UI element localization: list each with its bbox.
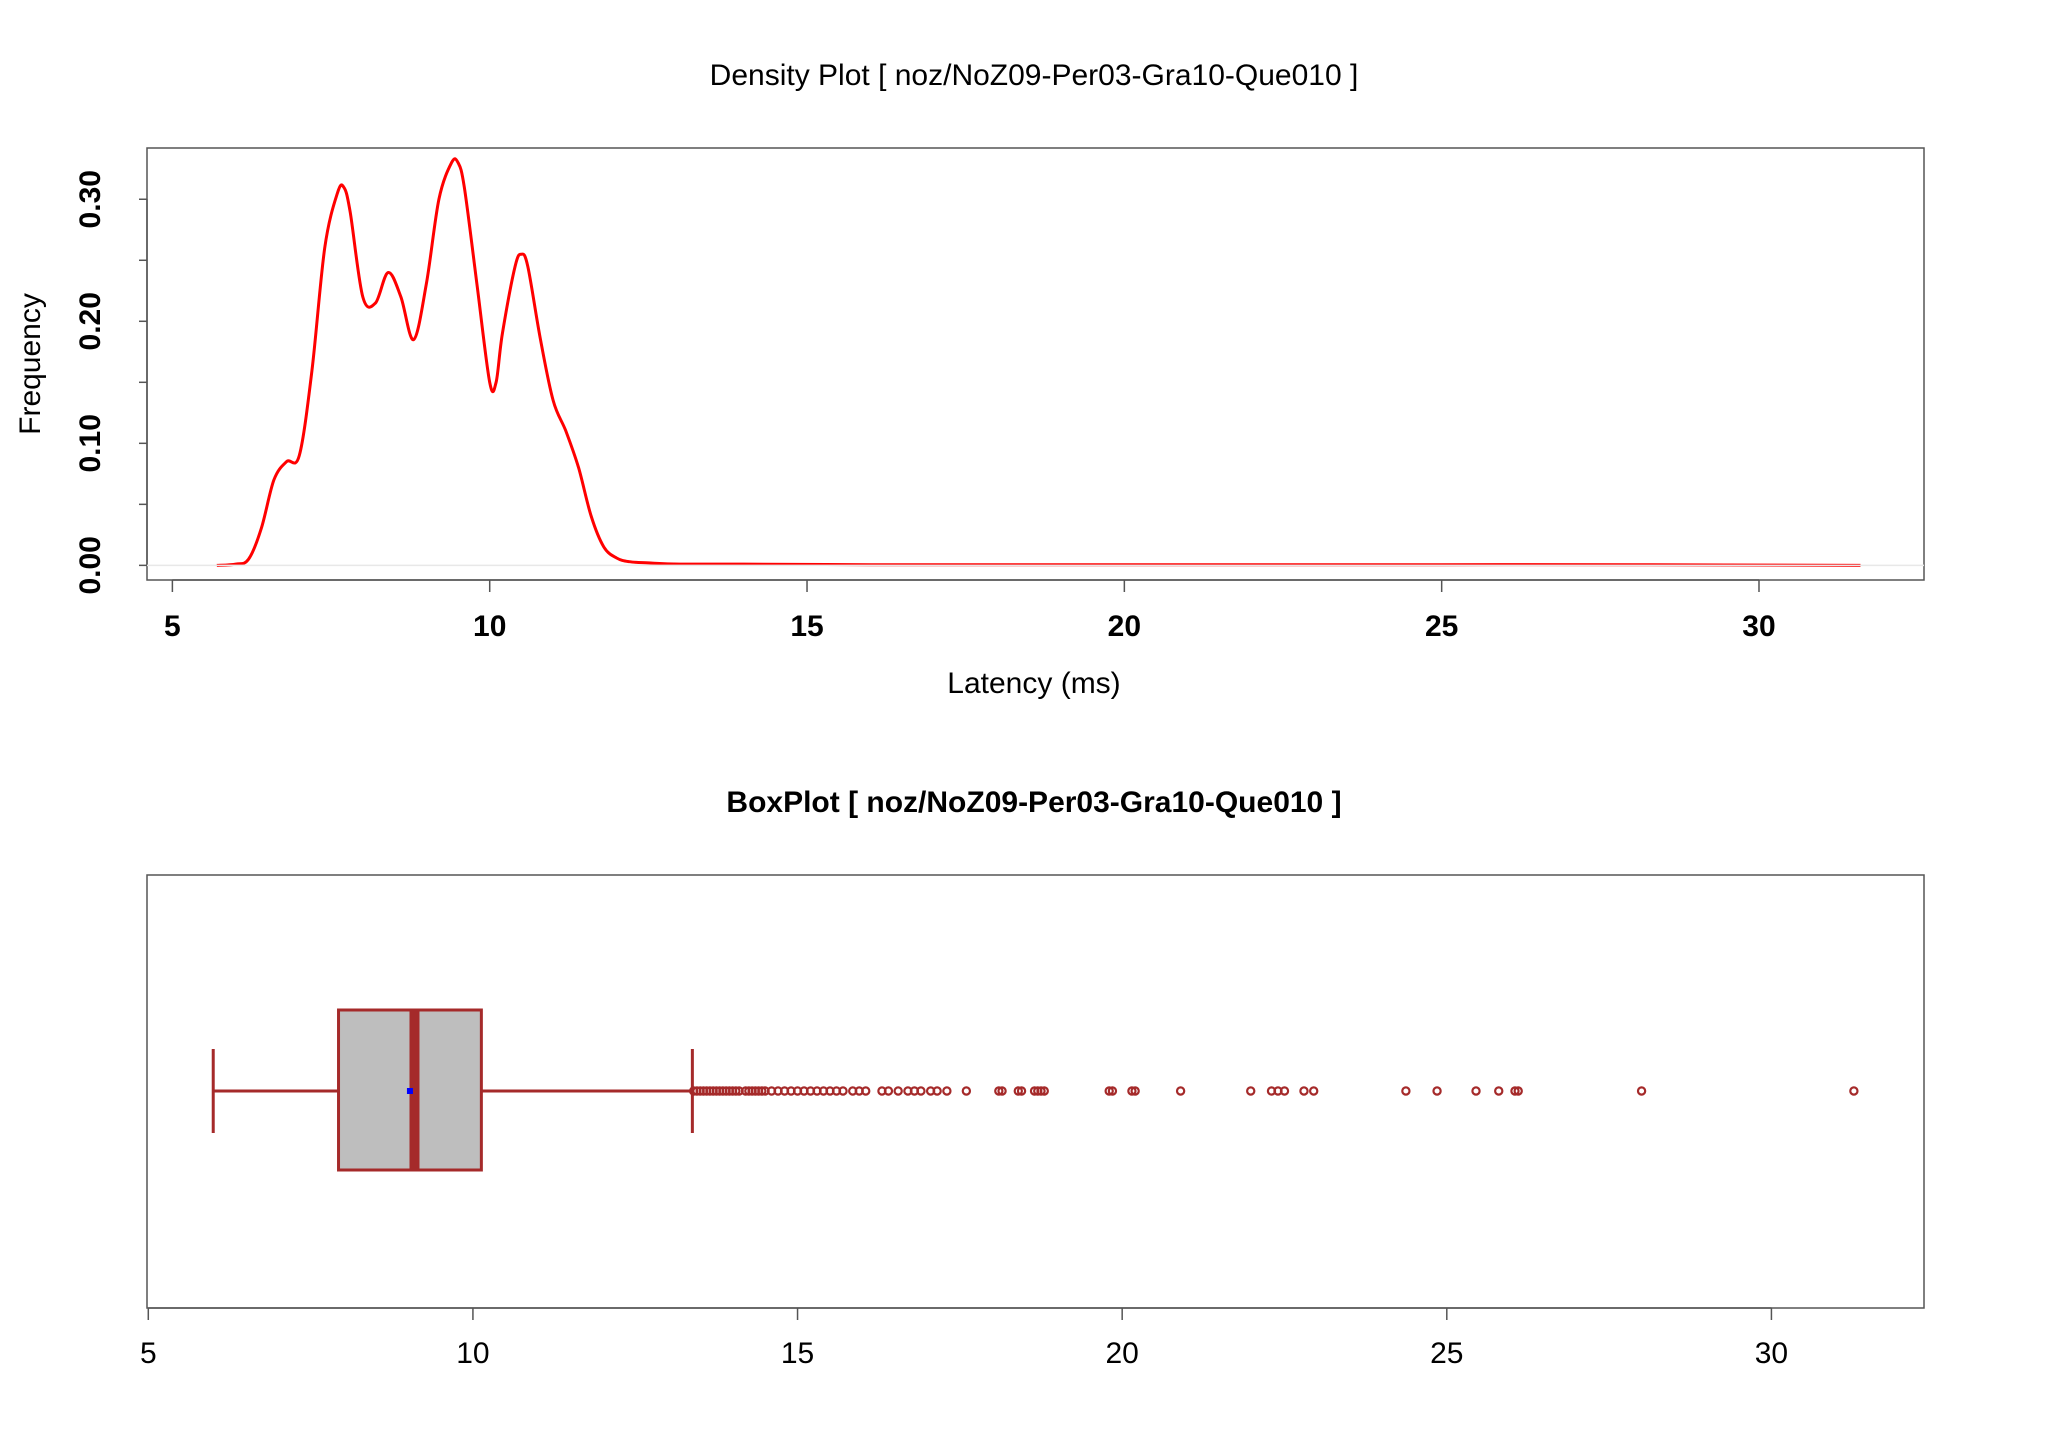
boxplot-x-tick-label: 25 xyxy=(1430,1337,1463,1370)
density-line xyxy=(216,157,1861,567)
boxplot-outlier-point xyxy=(1013,1086,1023,1096)
boxplot-x-tick-label: 30 xyxy=(1755,1337,1788,1370)
density-y-axis: 0.00 0.10 0.20 0.30 xyxy=(74,170,148,595)
boxplot-outlier-point xyxy=(942,1086,952,1096)
density-plot-frame xyxy=(146,147,1925,581)
density-x-tick-label: 10 xyxy=(473,610,506,643)
boxplot-outlier-point xyxy=(961,1086,972,1096)
density-title: Density Plot [ noz/NoZ09-Per03-Gra10-Que… xyxy=(710,59,1359,92)
boxplot-outlier-point xyxy=(1510,1086,1520,1096)
boxplot-outlier-point xyxy=(1513,1086,1523,1096)
density-x-tick-label: 5 xyxy=(164,610,181,643)
boxplot-outlier-point xyxy=(997,1086,1007,1096)
boxplot-outlier-point xyxy=(1299,1086,1309,1096)
boxplot-outliers xyxy=(688,1086,1859,1096)
boxplot-outlier-point xyxy=(731,1086,741,1096)
boxplot-x-tick-label: 20 xyxy=(1105,1337,1138,1370)
boxplot-outlier-point xyxy=(1471,1086,1481,1096)
boxplot-outlier-point xyxy=(994,1086,1004,1096)
boxplot-outlier-point xyxy=(1036,1086,1046,1096)
boxplot-outlier-point xyxy=(1104,1086,1114,1096)
boxplot-outlier-point xyxy=(1127,1086,1137,1096)
density-y-tick-label: 0.30 xyxy=(74,170,107,228)
density-x-axis: 5 10 15 20 25 30 xyxy=(164,579,1776,643)
boxplot-x-tick-label: 5 xyxy=(140,1337,157,1370)
density-y-label: Frequency xyxy=(14,293,47,435)
box-plot: BoxPlot [ noz/NoZ09-Per03-Gra10-Que010 ]… xyxy=(140,786,1925,1370)
density-x-tick-label: 15 xyxy=(790,610,823,643)
density-x-label: Latency (ms) xyxy=(947,667,1120,700)
boxplot-box-group xyxy=(211,1008,694,1172)
boxplot-x-tick-label: 10 xyxy=(456,1337,489,1370)
density-x-tick-label: 25 xyxy=(1425,610,1458,643)
boxplot-mean-marker xyxy=(406,1088,413,1094)
boxplot-x-tick-label: 15 xyxy=(781,1337,814,1370)
boxplot-outlier-point xyxy=(1175,1086,1186,1096)
boxplot-outlier-point xyxy=(883,1086,894,1096)
boxplot-outlier-point xyxy=(1636,1086,1647,1096)
boxplot-outlier-point xyxy=(1107,1086,1118,1096)
boxplot-outlier-point xyxy=(861,1086,871,1096)
boxplot-outlier-point xyxy=(1494,1086,1504,1096)
boxplot-outlier-point xyxy=(916,1086,926,1096)
boxplot-outlier-point xyxy=(932,1086,942,1096)
boxplot-outlier-point xyxy=(1039,1086,1049,1096)
boxplot-outlier-point xyxy=(838,1086,848,1096)
boxplot-outlier-point xyxy=(893,1086,903,1096)
density-y-tick-label: 0.20 xyxy=(74,292,107,350)
density-y-tick-label: 0.10 xyxy=(74,414,107,472)
boxplot-outlier-point xyxy=(1279,1086,1290,1096)
boxplot-outlier-point xyxy=(1016,1086,1027,1096)
boxplot-outlier-point xyxy=(757,1086,767,1096)
density-y-tick-label: 0.00 xyxy=(74,536,107,594)
density-plot: Density Plot [ noz/NoZ09-Per03-Gra10-Que… xyxy=(14,59,1925,700)
boxplot-outlier-point xyxy=(1309,1086,1319,1096)
density-x-tick-label: 20 xyxy=(1108,610,1141,643)
boxplot-outlier-point xyxy=(1401,1086,1411,1096)
boxplot-x-axis: 5 10 15 20 25 30 xyxy=(140,1307,1788,1370)
boxplot-title: BoxPlot [ noz/NoZ09-Per03-Gra10-Que010 ] xyxy=(726,786,1341,819)
density-x-tick-label: 30 xyxy=(1742,610,1775,643)
boxplot-outlier-point xyxy=(1849,1086,1859,1096)
boxplot-outlier-point xyxy=(1130,1086,1140,1096)
boxplot-outlier-point xyxy=(1246,1086,1256,1096)
boxplot-outlier-point xyxy=(1432,1086,1442,1096)
